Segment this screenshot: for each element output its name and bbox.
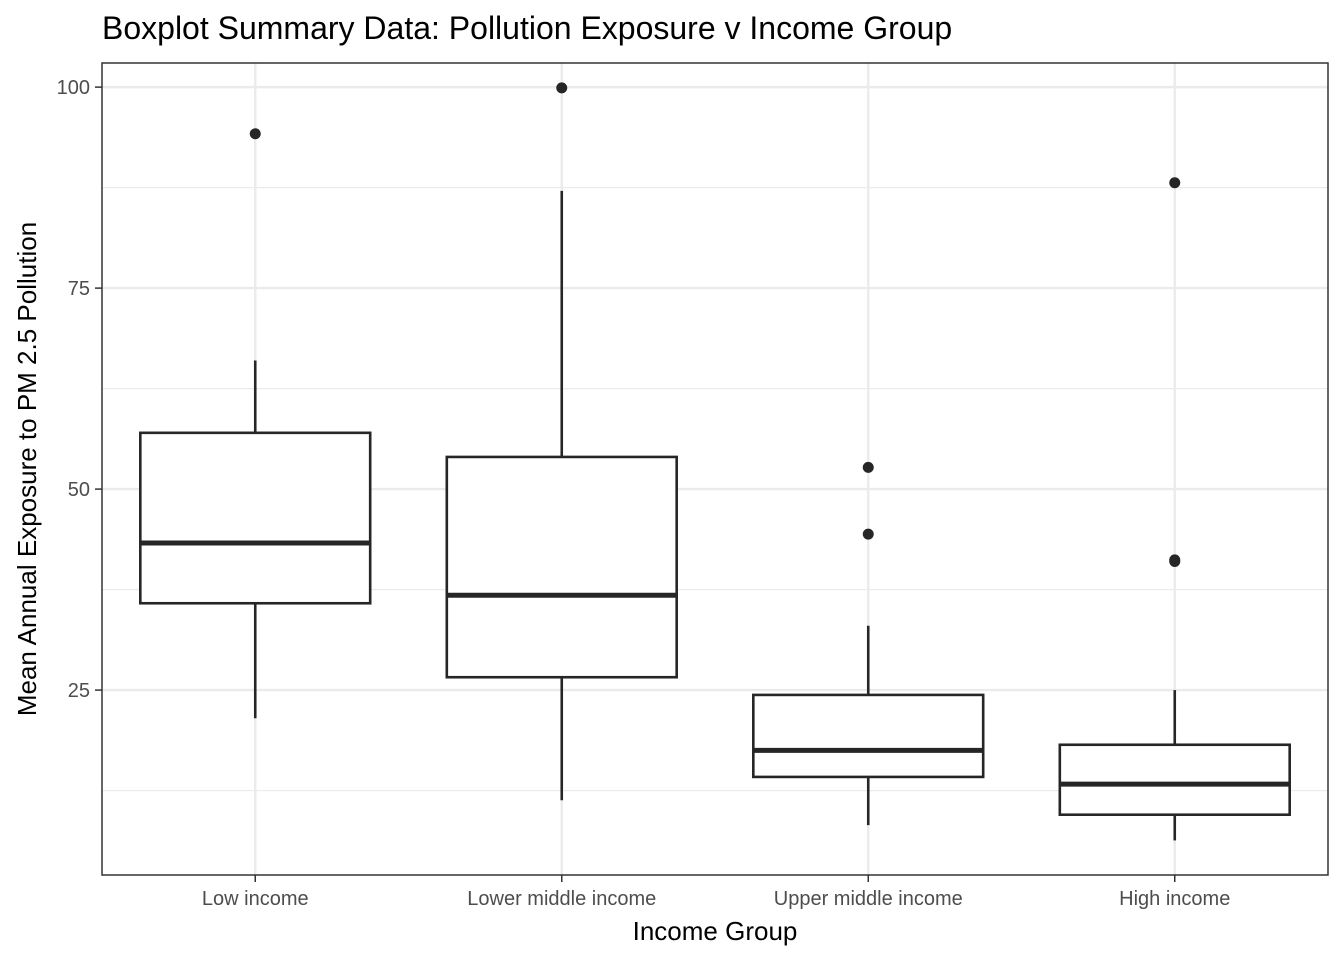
box-group [139, 128, 372, 719]
panel-border [101, 62, 1329, 876]
y-tick-label: 25 [68, 680, 90, 702]
outlier-point [1169, 555, 1181, 567]
y-axis-title: Mean Annual Exposure to PM 2.5 Pollution [12, 222, 42, 716]
x-axis-title: Income Group [633, 916, 798, 946]
box-iqr [1058, 743, 1291, 817]
box-series [139, 82, 1291, 841]
box-group [445, 82, 678, 801]
box-group [752, 461, 985, 826]
outlier-point [556, 82, 568, 94]
box-group [1058, 177, 1291, 841]
box-iqr [752, 693, 985, 779]
y-tick-label: 75 [68, 278, 90, 300]
y-axis: 25 50 75 100 [57, 77, 102, 702]
y-tick-label: 100 [57, 77, 90, 99]
y-tick-label: 50 [68, 479, 90, 501]
outlier-point [862, 528, 874, 540]
x-tick-label: Low income [202, 888, 309, 910]
x-axis: Low income Lower middle income Upper middl… [202, 875, 1230, 910]
x-tick-label: Upper middle income [774, 888, 963, 910]
outlier-point [862, 461, 874, 473]
x-tick-label: Lower middle income [467, 888, 656, 910]
box-iqr [445, 455, 678, 679]
x-tick-label: High income [1119, 888, 1230, 910]
box-iqr [139, 431, 372, 605]
chart-title: Boxplot Summary Data: Pollution Exposure… [102, 10, 952, 46]
outlier-point [249, 128, 261, 140]
outlier-point [1169, 177, 1181, 189]
